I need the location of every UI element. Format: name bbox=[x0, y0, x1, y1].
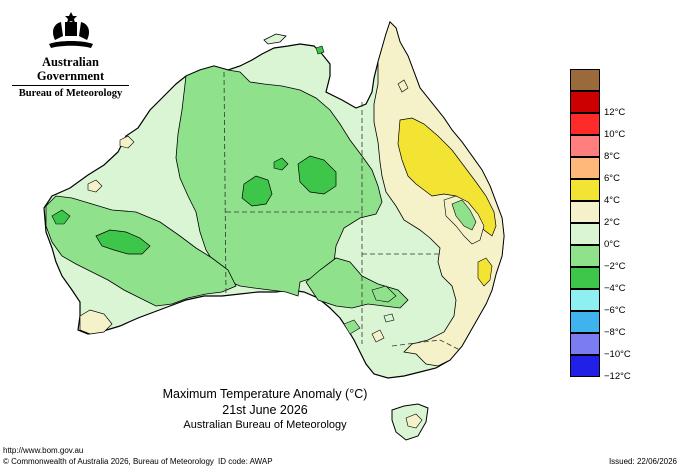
copyright-text: © Commonwealth of Australia 2026, Bureau… bbox=[3, 457, 214, 466]
website-url[interactable]: http://www.bom.gov.au bbox=[3, 446, 84, 455]
anomaly-zone-neg2-4-se bbox=[371, 285, 397, 303]
island-north bbox=[263, 33, 287, 45]
legend-swatch bbox=[570, 179, 600, 201]
legend-swatch bbox=[570, 267, 600, 289]
legend-label: 4°C bbox=[604, 195, 620, 206]
anomaly-zone-0-2-tip bbox=[397, 79, 409, 93]
coat-of-arms-icon bbox=[48, 12, 93, 48]
legend-swatch bbox=[570, 245, 600, 267]
anomaly-zone-0-2-nw2 bbox=[119, 135, 135, 149]
anomaly-zone-0-2-sa bbox=[371, 329, 385, 343]
anomaly-zone-neg2-4-sa bbox=[343, 319, 361, 335]
divider bbox=[12, 85, 129, 86]
legend-label: −6°C bbox=[604, 305, 626, 316]
issued-date: Issued: 22/06/2026 bbox=[608, 457, 677, 466]
anomaly-zone-0-2-nw bbox=[87, 179, 103, 193]
legend-label: 8°C bbox=[604, 151, 620, 162]
map-date: 21st June 2026 bbox=[222, 403, 308, 417]
anomaly-zone-0-2-sw bbox=[79, 309, 113, 335]
legend-label: −8°C bbox=[604, 327, 626, 338]
legend-swatch bbox=[570, 135, 600, 157]
legend-swatch bbox=[570, 157, 600, 179]
map-source: Australian Bureau of Meteorology bbox=[183, 419, 347, 431]
legend-label: −10°C bbox=[604, 349, 631, 360]
legend-label: −2°C bbox=[604, 261, 626, 272]
legend-label: 12°C bbox=[604, 107, 626, 118]
anomaly-zone-neg4-6-nt-a bbox=[297, 155, 337, 195]
anomaly-zone-neg4-6-coast bbox=[51, 209, 71, 225]
footer: © Commonwealth of Australia 2026, Bureau… bbox=[0, 456, 680, 467]
legend-swatch bbox=[570, 333, 600, 355]
island-kangaroo bbox=[383, 313, 395, 323]
legend-label: −4°C bbox=[604, 283, 626, 294]
legend-swatch bbox=[570, 223, 600, 245]
org-subname: Bureau of Meteorology bbox=[18, 88, 123, 99]
state-borders bbox=[223, 71, 461, 351]
tasmania-warm bbox=[405, 413, 423, 429]
legend-swatch bbox=[570, 311, 600, 333]
legend-label: 0°C bbox=[604, 239, 620, 250]
anomaly-zone-neg4-6-nt-b bbox=[241, 175, 273, 207]
bom-logo: Australian Government Bureau of Meteorol… bbox=[8, 10, 133, 100]
island-ne bbox=[315, 45, 325, 55]
anomaly-zone-neg2-4-central bbox=[175, 65, 383, 297]
legend-swatch bbox=[570, 355, 600, 377]
map-title-block: Maximum Temperature Anomaly (°C) 21st Ju… bbox=[90, 386, 440, 432]
legend-swatch bbox=[570, 201, 600, 223]
map-title: Maximum Temperature Anomaly (°C) bbox=[162, 387, 368, 401]
anomaly-zone-neg4-6-wa bbox=[95, 229, 151, 255]
legend-label: 2°C bbox=[604, 217, 620, 228]
anomaly-zone-qld-green bbox=[451, 199, 477, 231]
legend-label: 6°C bbox=[604, 173, 620, 184]
anomaly-zone-2-4-coast bbox=[477, 257, 493, 287]
legend-swatch bbox=[570, 91, 600, 113]
legend-label: −12°C bbox=[604, 371, 631, 382]
org-name: Australian Government bbox=[36, 55, 105, 83]
legend-label: 10°C bbox=[604, 129, 626, 140]
legend-swatch bbox=[570, 289, 600, 311]
legend-swatch bbox=[570, 113, 600, 135]
legend-swatch bbox=[570, 69, 600, 91]
anomaly-zone-neg4-6-nt-c bbox=[273, 157, 289, 171]
id-code: ID code: AWAP bbox=[218, 457, 273, 466]
